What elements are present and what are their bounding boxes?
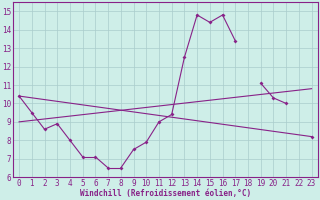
X-axis label: Windchill (Refroidissement éolien,°C): Windchill (Refroidissement éolien,°C) xyxy=(80,189,251,198)
